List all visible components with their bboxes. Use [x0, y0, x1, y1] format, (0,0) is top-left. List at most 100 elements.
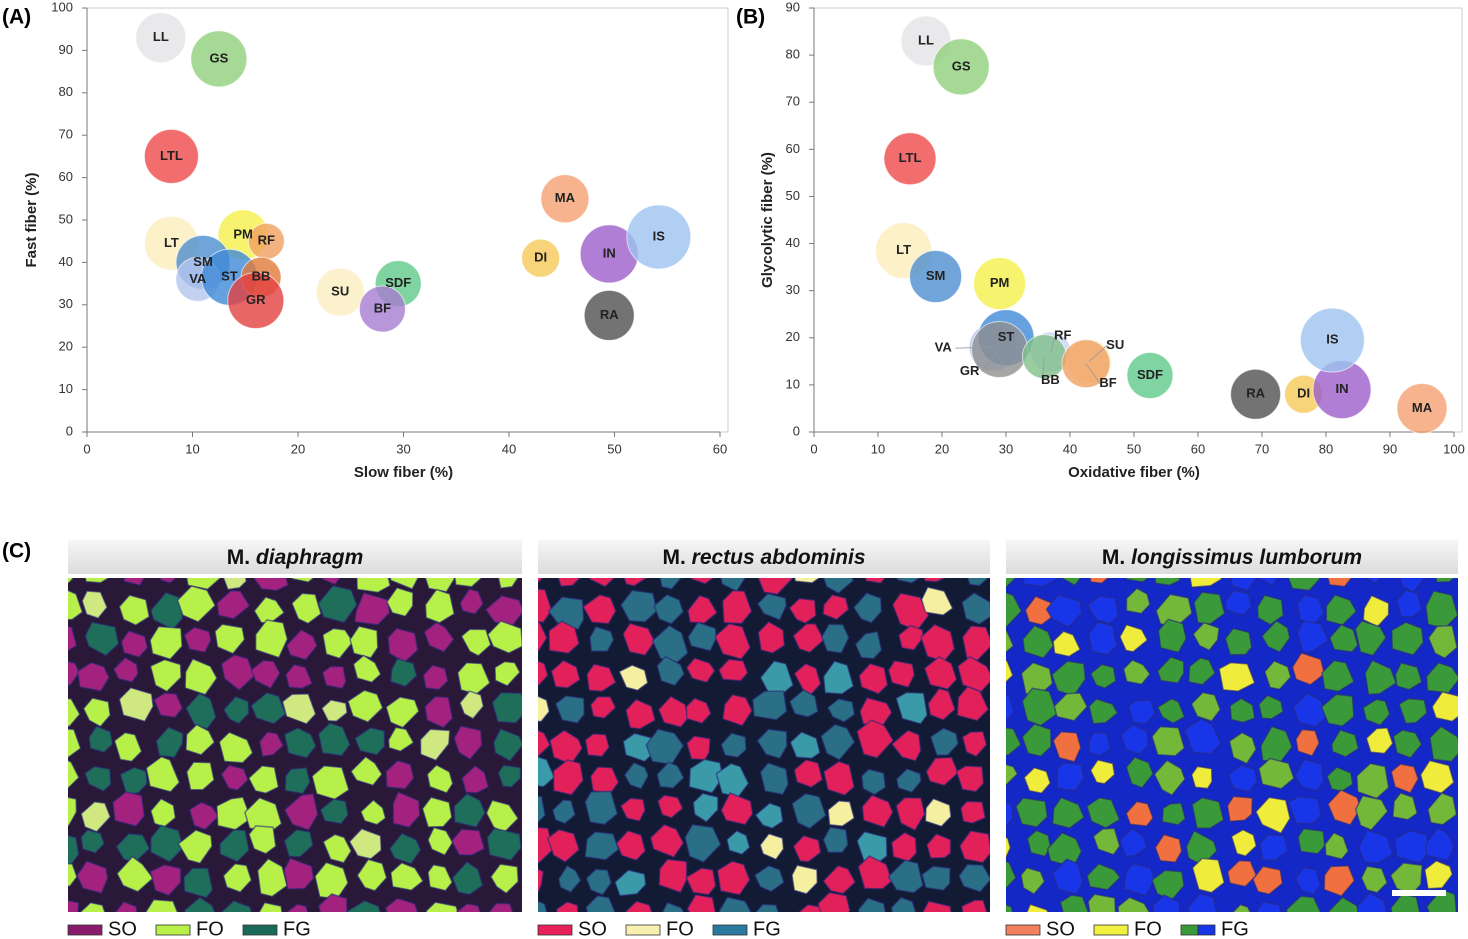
fiber: [356, 578, 392, 594]
fiber: [822, 864, 857, 895]
fiber: [1294, 866, 1322, 896]
fiber: [896, 578, 921, 584]
fiber: [214, 623, 246, 655]
fiber: [177, 829, 213, 865]
fiber: [1022, 624, 1055, 659]
x-tick-label: 30: [396, 441, 410, 456]
fiber: [538, 695, 551, 723]
fiber: [424, 588, 456, 624]
fiber: [551, 799, 576, 825]
fiber: [1294, 758, 1325, 793]
fiber: [120, 630, 149, 658]
bubble-label: GR: [960, 363, 980, 378]
fiber: [793, 578, 821, 584]
fiber: [890, 896, 917, 912]
legend-swatch: [625, 924, 661, 936]
fiber: [923, 655, 958, 690]
bubble-label: LTL: [899, 150, 922, 165]
fiber: [284, 663, 314, 690]
bubble: [626, 204, 692, 270]
title-prefix: M.: [227, 546, 250, 569]
fiber: [149, 658, 182, 693]
fiber: [1429, 725, 1458, 763]
fiber: [961, 625, 990, 661]
fiber: [222, 862, 253, 893]
y-tick-label: 60: [786, 141, 800, 156]
y-tick-label: 90: [59, 42, 73, 57]
x-axis-title: Oxidative fiber (%): [1068, 464, 1200, 481]
fiber: [460, 628, 492, 657]
fiber: [252, 578, 289, 592]
fiber: [852, 592, 883, 624]
fiber: [489, 863, 519, 895]
fiber: [925, 756, 959, 787]
fiber: [1191, 796, 1225, 830]
fiber: [1156, 656, 1185, 684]
fiber: [1320, 693, 1355, 727]
fiber: [1026, 829, 1052, 858]
fiber: [686, 735, 711, 761]
fiber: [459, 690, 485, 720]
fiber: [820, 623, 850, 654]
bubble-label: DI: [534, 250, 547, 265]
fiber: [426, 764, 454, 794]
fiber: [538, 756, 556, 788]
fiber: [1287, 578, 1321, 592]
fiber: [685, 697, 712, 725]
bubble: [883, 132, 937, 186]
fiber: [1255, 901, 1282, 912]
fiber: [113, 731, 143, 763]
fiber: [1122, 659, 1151, 686]
y-tick-label: 70: [786, 94, 800, 109]
bubble-label: BB: [252, 269, 271, 284]
fiber: [349, 625, 379, 659]
fiber: [317, 893, 348, 912]
fiber: [389, 578, 419, 591]
fiber: [84, 578, 110, 584]
title-bar: [1006, 540, 1458, 574]
fiber: [451, 860, 484, 896]
fiber: [82, 697, 111, 728]
fiber: [1324, 831, 1350, 860]
fiber: [822, 594, 850, 621]
fiber: [1161, 802, 1187, 826]
x-tick-label: 60: [713, 441, 727, 456]
fiber: [1295, 728, 1321, 757]
fiber: [788, 688, 819, 718]
fiber: [929, 727, 959, 757]
fiber: [1006, 763, 1019, 787]
fiber: [756, 728, 788, 760]
fiber: [791, 792, 827, 830]
fiber: [686, 893, 717, 912]
fiber: [1291, 652, 1326, 686]
leader-line: [1085, 363, 1101, 384]
fiber: [1255, 796, 1291, 835]
fiber: [1330, 728, 1360, 758]
fiber: [384, 897, 419, 912]
fiber: [1365, 727, 1394, 755]
fiber: [1395, 589, 1423, 618]
fiber: [319, 798, 349, 825]
fiber: [895, 768, 922, 794]
fiber: [285, 628, 318, 661]
fiber: [1394, 661, 1423, 691]
fiber: [81, 590, 108, 620]
fiber: [584, 790, 619, 826]
fiber: [1021, 723, 1052, 758]
fiber: [1360, 865, 1389, 894]
fiber: [450, 828, 486, 856]
fiber: [1327, 578, 1353, 588]
fiber: [822, 826, 849, 854]
fiber: [145, 755, 181, 793]
fiber: [822, 760, 855, 796]
fiber: [390, 861, 424, 891]
fiber: [356, 858, 388, 892]
fiber: [588, 578, 616, 588]
y-tick-label: 50: [59, 211, 73, 226]
fiber: [421, 796, 453, 828]
micrograph-title: M. diaphragm: [227, 546, 364, 569]
fiber: [614, 869, 647, 897]
bubble-label: RA: [1246, 386, 1265, 401]
fiber: [685, 657, 716, 684]
fiber: [258, 731, 285, 758]
